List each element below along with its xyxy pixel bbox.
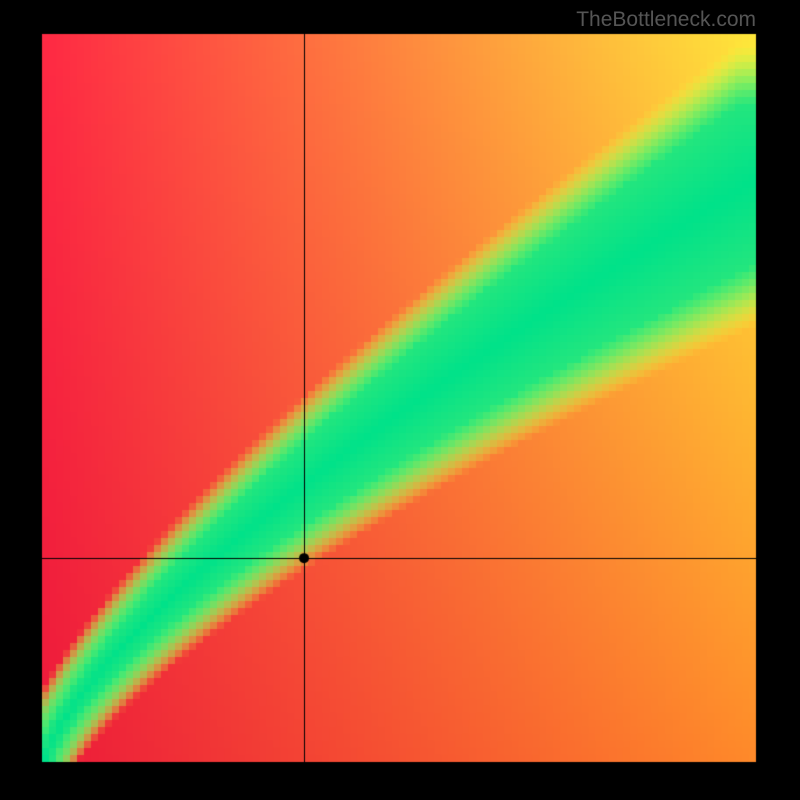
figure-root: TheBottleneck.com — [0, 0, 800, 800]
bottleneck-heatmap — [0, 0, 800, 800]
watermark-text: TheBottleneck.com — [576, 8, 756, 32]
